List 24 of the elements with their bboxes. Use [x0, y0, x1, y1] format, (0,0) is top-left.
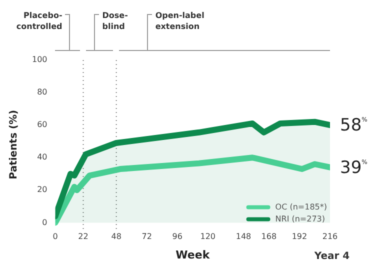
x-tick-label: 72	[142, 232, 152, 242]
x-axis-title: Week	[176, 248, 210, 262]
y-tick-label: 40	[37, 152, 48, 162]
text: Dose-blind	[102, 11, 128, 32]
x-tick-label: 148	[236, 232, 252, 242]
y-tick-label: 60	[37, 120, 48, 130]
x-tick-label: 216	[322, 232, 338, 242]
x-tick-label: 168	[261, 232, 277, 242]
text: Year 4	[313, 250, 350, 262]
y-tick-label: 20	[37, 185, 48, 194]
x-tick-label: 192	[292, 232, 308, 242]
x-tick-label: 96	[172, 232, 182, 242]
y-tick-label: 80	[37, 88, 48, 97]
x-tick-label: 22	[78, 232, 88, 242]
x-tick-label: 120	[200, 232, 216, 242]
y-tick-label: 0	[42, 218, 48, 227]
legend-label: NRI (n=273)	[275, 214, 326, 224]
x-tick-label: 0	[52, 232, 58, 242]
text: Open-label extension	[155, 11, 205, 32]
y-tick-label: 100	[32, 55, 48, 64]
text: Placebo-controlled	[16, 11, 63, 32]
y-axis-title: Patients (%)	[8, 110, 20, 180]
legend-label: OC (n=185*)	[275, 202, 328, 212]
x-tick-label: 48	[111, 232, 122, 242]
